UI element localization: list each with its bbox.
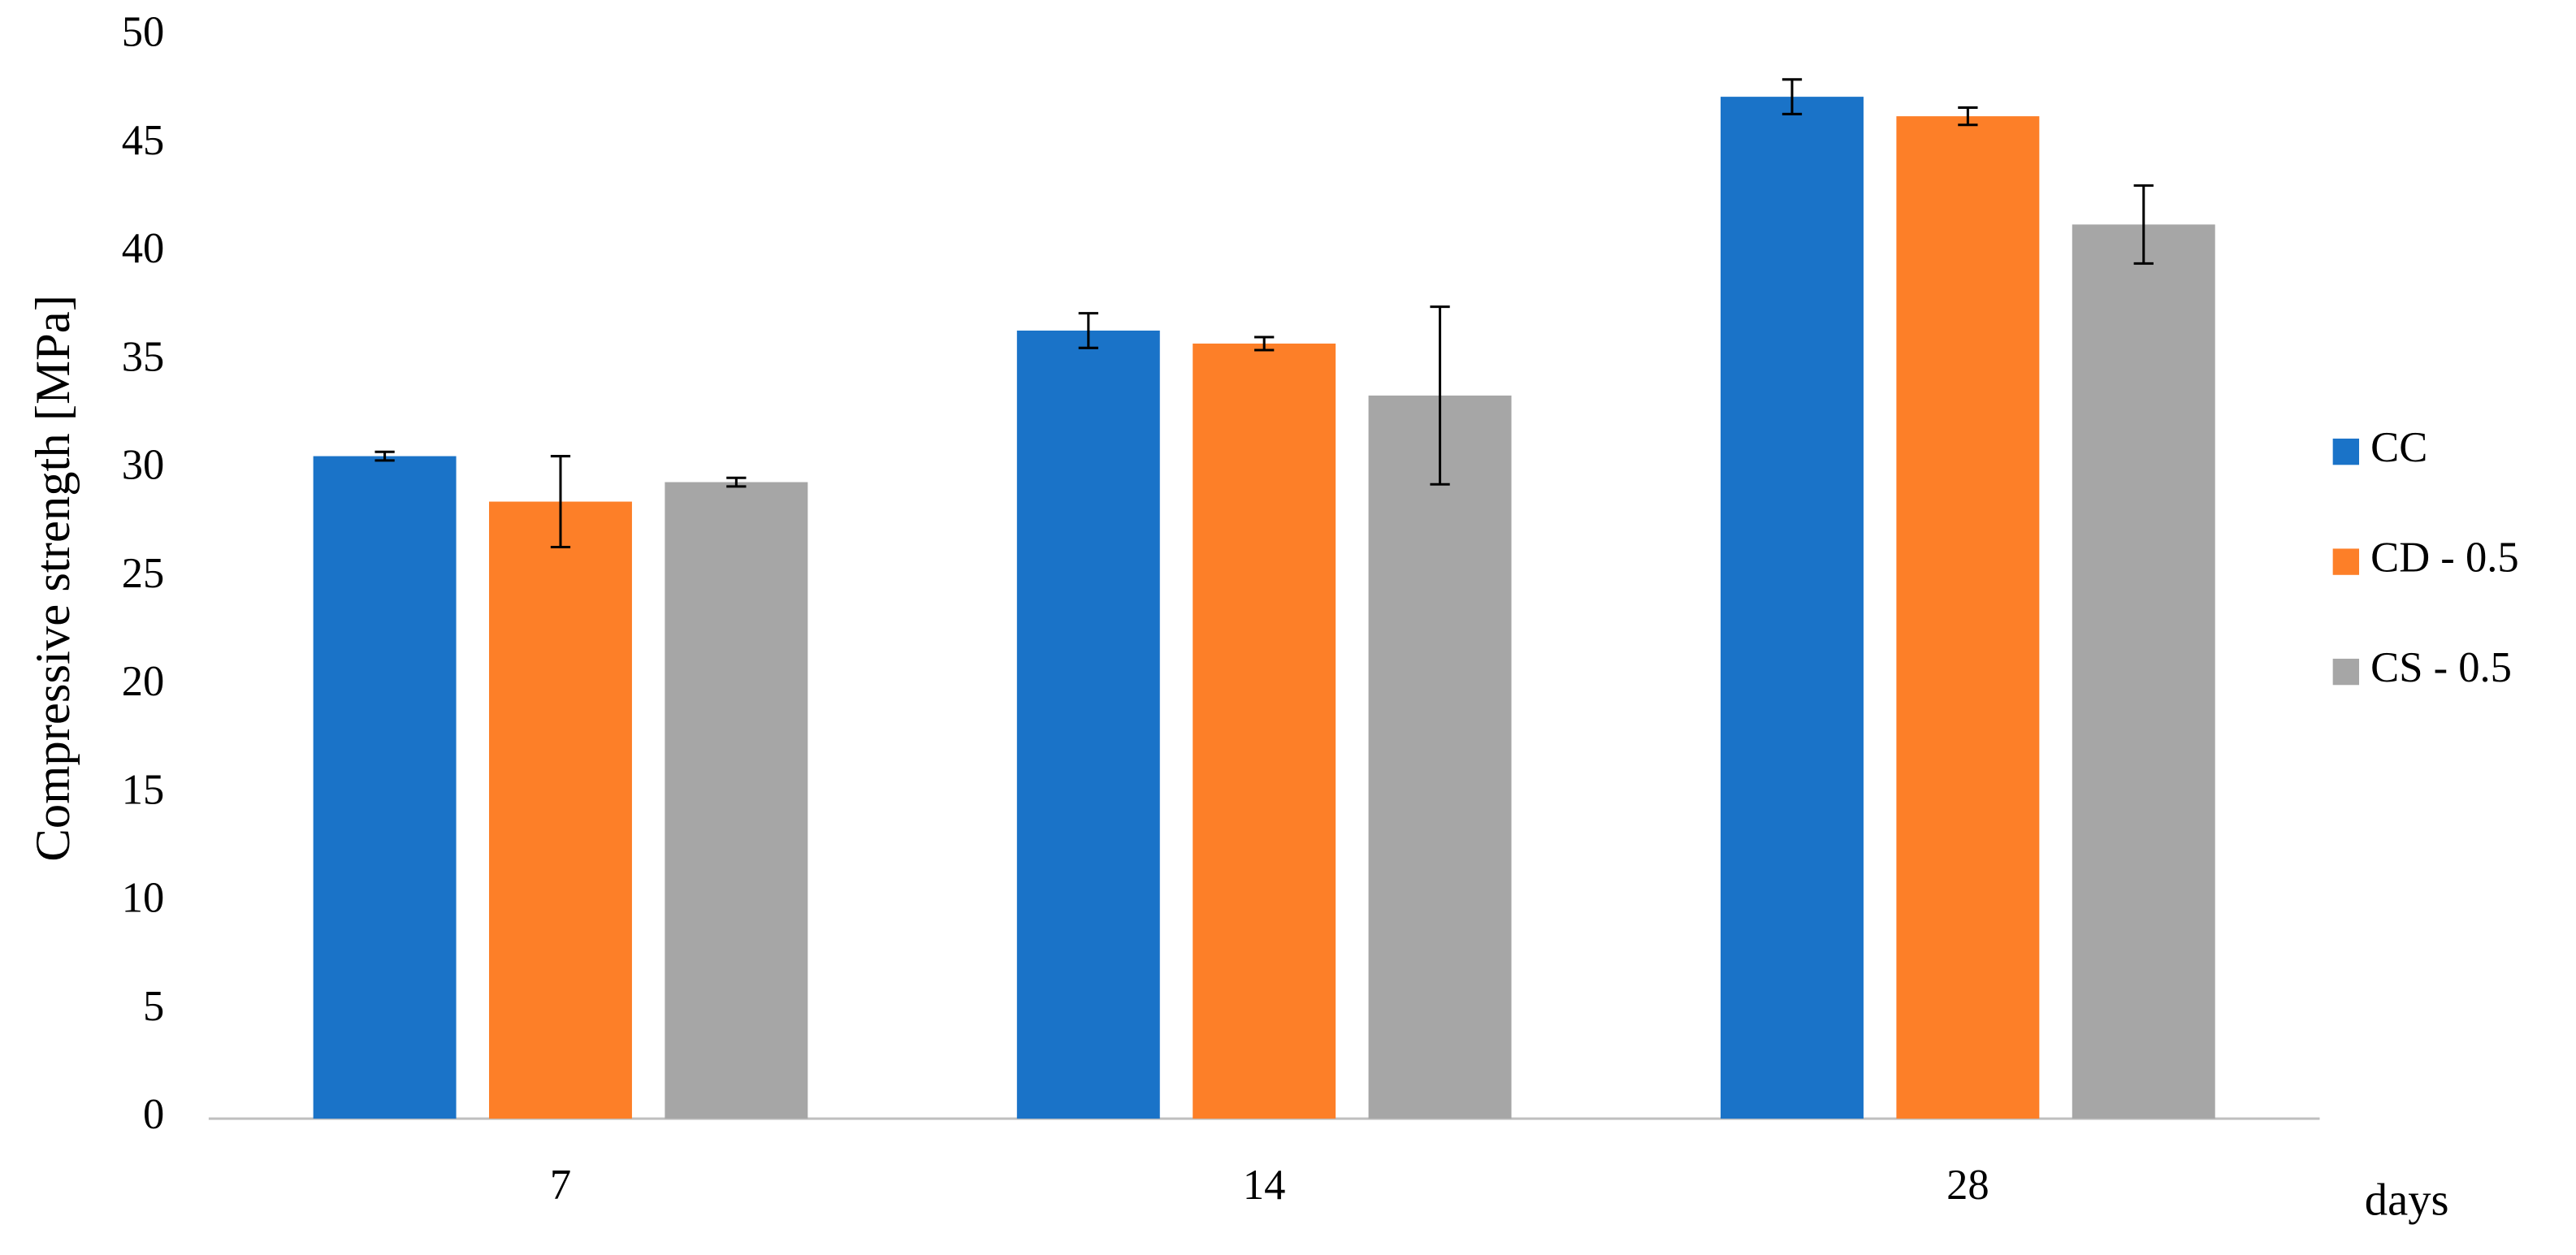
bar xyxy=(1721,97,1864,1119)
legend-swatch xyxy=(2332,548,2360,575)
error-bar xyxy=(1254,335,1275,352)
y-tick-label: 50 xyxy=(122,9,165,56)
y-tick-label: 30 xyxy=(122,442,165,489)
y-tick-label: 10 xyxy=(122,875,165,922)
error-bar xyxy=(2133,184,2154,265)
y-tick-label: 35 xyxy=(122,333,165,380)
legend-label: CC xyxy=(2370,424,2427,471)
x-tick-label: 7 xyxy=(550,1162,571,1209)
bar xyxy=(1896,116,2040,1119)
bar xyxy=(1193,343,1336,1119)
x-tick-label: 28 xyxy=(1946,1162,1989,1209)
legend-swatch xyxy=(2332,438,2360,465)
legend-label: CD - 0.5 xyxy=(2370,534,2519,582)
y-tick-label: 0 xyxy=(143,1091,164,1138)
error-bar xyxy=(550,455,571,549)
error-bar xyxy=(1430,305,1450,486)
legend-label: CS - 0.5 xyxy=(2370,644,2512,691)
bar xyxy=(489,501,632,1119)
error-bar xyxy=(726,476,747,488)
error-bar xyxy=(1078,312,1098,349)
x-tick-label: 14 xyxy=(1243,1162,1286,1209)
error-bar xyxy=(1782,78,1803,115)
bar xyxy=(2072,224,2215,1119)
y-tick-label: 15 xyxy=(122,766,165,813)
bar xyxy=(665,482,808,1119)
error-bar xyxy=(374,450,395,462)
bar xyxy=(1016,330,1160,1119)
y-tick-label: 20 xyxy=(122,658,165,705)
x-axis-label: days xyxy=(2365,1175,2449,1225)
bar xyxy=(313,456,457,1119)
y-tick-label: 40 xyxy=(122,225,165,272)
error-bar xyxy=(1958,106,1978,127)
bar xyxy=(1368,395,1512,1119)
y-axis-label: Compressive strength [MPa] xyxy=(26,295,80,861)
y-tick-label: 45 xyxy=(122,117,165,164)
y-tick-label: 25 xyxy=(122,550,165,597)
y-tick-label: 5 xyxy=(143,983,164,1030)
legend-swatch xyxy=(2332,658,2360,686)
